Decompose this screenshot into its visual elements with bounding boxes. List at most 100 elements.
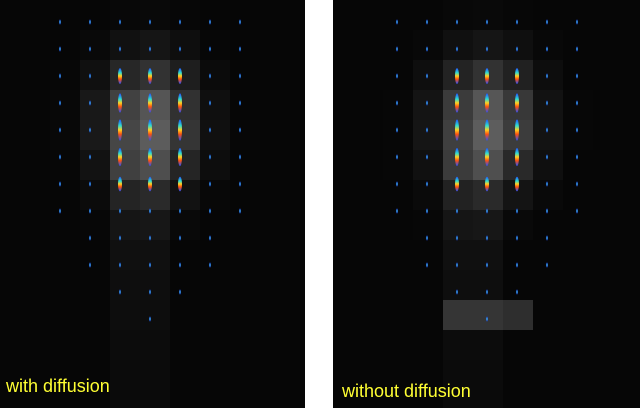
cell <box>533 270 563 300</box>
cell <box>50 0 80 30</box>
cell <box>110 180 140 210</box>
cell <box>50 270 80 300</box>
streak <box>89 100 91 106</box>
cell <box>260 210 290 240</box>
cell <box>533 90 563 120</box>
streak <box>456 262 458 268</box>
streak <box>546 262 548 268</box>
cell <box>563 180 593 210</box>
cell <box>353 30 383 60</box>
cell <box>50 90 80 120</box>
streak <box>148 119 152 141</box>
streak <box>179 262 181 268</box>
cell <box>533 390 563 408</box>
cell <box>593 390 623 408</box>
cell <box>503 30 533 60</box>
cell <box>623 390 640 408</box>
cell <box>413 30 443 60</box>
streak <box>178 148 182 166</box>
cell <box>533 210 563 240</box>
cell <box>20 330 50 360</box>
cell <box>383 240 413 270</box>
streak <box>179 235 181 241</box>
cell <box>200 390 230 408</box>
streak <box>179 19 181 25</box>
cell <box>80 270 110 300</box>
cell <box>383 30 413 60</box>
streak <box>485 93 489 113</box>
cell <box>20 360 50 390</box>
cell <box>80 360 110 390</box>
cell <box>80 30 110 60</box>
cell <box>140 30 170 60</box>
cell <box>563 120 593 150</box>
cell <box>110 360 140 390</box>
cell <box>353 60 383 90</box>
streak <box>239 73 241 79</box>
cell <box>290 0 305 30</box>
streak <box>148 93 152 113</box>
cell <box>230 240 260 270</box>
cell <box>353 330 383 360</box>
streak <box>485 119 489 141</box>
cell <box>533 30 563 60</box>
streak <box>515 68 519 84</box>
cell <box>110 150 140 180</box>
cell <box>290 210 305 240</box>
streak <box>546 208 548 214</box>
streak <box>89 208 91 214</box>
cell <box>413 60 443 90</box>
cell <box>413 270 443 300</box>
cell <box>290 360 305 390</box>
streak <box>546 181 548 187</box>
panel-label: with diffusion <box>5 376 110 396</box>
cell <box>443 360 473 390</box>
cell <box>353 90 383 120</box>
cell <box>593 120 623 150</box>
cell <box>623 330 640 360</box>
cell <box>230 330 260 360</box>
cell <box>140 180 170 210</box>
streak <box>546 154 548 160</box>
streak <box>119 262 121 268</box>
cell <box>0 300 20 330</box>
cell <box>333 30 353 60</box>
streak <box>426 73 428 79</box>
streak <box>209 262 211 268</box>
cell <box>503 330 533 360</box>
streak <box>89 154 91 160</box>
cell <box>110 330 140 360</box>
cell <box>20 120 50 150</box>
streak <box>396 181 398 187</box>
streak <box>118 68 122 84</box>
cell <box>333 330 353 360</box>
cell <box>170 270 200 300</box>
cell <box>563 60 593 90</box>
cell <box>290 270 305 300</box>
streak <box>59 19 61 25</box>
cell <box>110 0 140 30</box>
cell <box>623 120 640 150</box>
cell <box>260 60 290 90</box>
streak <box>396 208 398 214</box>
streak <box>546 127 548 133</box>
streak <box>239 181 241 187</box>
cell <box>260 300 290 330</box>
cell <box>230 360 260 390</box>
cell <box>443 0 473 30</box>
streak <box>119 289 121 295</box>
streak <box>239 100 241 106</box>
streak <box>426 208 428 214</box>
cell <box>533 60 563 90</box>
streak <box>485 176 489 192</box>
cell <box>290 240 305 270</box>
streak <box>455 148 459 166</box>
cell <box>290 180 305 210</box>
streak <box>455 68 459 84</box>
cell <box>140 240 170 270</box>
cell <box>383 180 413 210</box>
streak <box>209 73 211 79</box>
cell <box>593 300 623 330</box>
cell <box>623 60 640 90</box>
cell <box>20 60 50 90</box>
